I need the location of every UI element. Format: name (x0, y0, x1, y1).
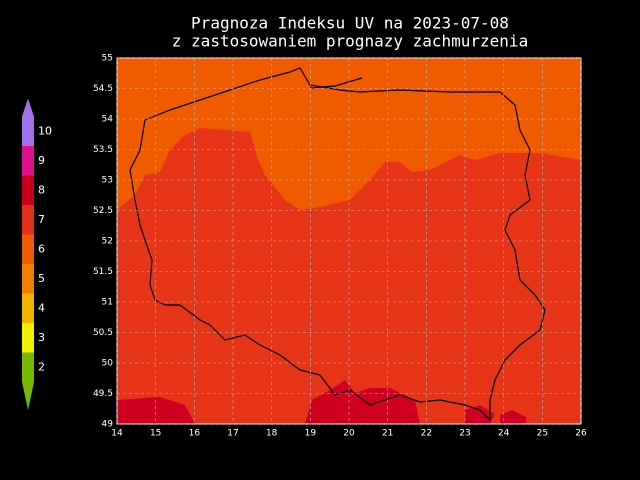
x-tick-label: 20 (343, 429, 355, 439)
colorbar-label: 4 (38, 301, 45, 314)
colorbar-segment (22, 293, 34, 323)
y-tick-label: 50.5 (93, 328, 113, 338)
colorbar-arrow (22, 98, 34, 117)
x-tick-label: 21 (382, 429, 393, 439)
y-tick-label: 51.5 (93, 267, 113, 277)
x-tick-label: 23 (459, 429, 470, 439)
y-tick-label: 53.5 (93, 145, 113, 155)
colorbar-label: 3 (38, 331, 45, 344)
x-tick-label: 24 (498, 429, 510, 439)
x-tick-label: 14 (111, 429, 123, 439)
x-tick-label: 22 (421, 429, 432, 439)
uv-zone-8 (500, 410, 526, 424)
colorbar-label: 8 (38, 183, 45, 196)
colorbar-segment (22, 116, 34, 146)
colorbar-segment (22, 175, 34, 205)
y-tick-label: 54 (102, 115, 114, 125)
uv-zone-8 (305, 380, 420, 424)
colorbar-segment (22, 205, 34, 235)
colorbar-label: 2 (38, 360, 45, 373)
colorbar-label: 5 (38, 272, 45, 285)
colorbar-segment (22, 352, 34, 382)
x-tick-label: 19 (305, 429, 317, 439)
colorbar-label: 6 (38, 242, 45, 255)
uv-zone-8 (117, 397, 195, 424)
y-tick-label: 52.5 (93, 206, 113, 216)
colorbar-segment (22, 323, 34, 353)
colorbar-label: 7 (38, 213, 45, 226)
y-tick-label: 50 (102, 359, 114, 369)
chart-subtitle: z zastosowaniem prognazy zachmurzenia (172, 32, 528, 51)
x-tick-label: 16 (189, 429, 201, 439)
x-tick-label: 15 (150, 429, 161, 439)
colorbar-label: 9 (38, 154, 45, 167)
y-tick-label: 51 (102, 298, 113, 308)
x-tick-label: 17 (227, 429, 238, 439)
x-tick-label: 25 (537, 429, 548, 439)
country-border (129, 67, 546, 422)
x-tick-label: 18 (266, 429, 278, 439)
y-tick-label: 55 (102, 54, 113, 64)
y-tick-label: 52 (102, 237, 113, 247)
colorbar-segment (22, 234, 34, 264)
x-tick-label: 26 (575, 429, 587, 439)
y-tick-label: 49 (102, 420, 114, 430)
colorbar-label: 10 (38, 124, 52, 137)
y-tick-label: 53 (102, 176, 113, 186)
colorbar-segment (22, 264, 34, 294)
coast-spit (309, 77, 363, 89)
colorbar-segment (22, 146, 34, 176)
uv-zone-8 (465, 405, 495, 424)
y-tick-label: 54.5 (93, 84, 113, 94)
chart-title: Pragnoza Indeksu UV na 2023-07-08 (191, 14, 509, 33)
y-tick-label: 49.5 (93, 389, 113, 399)
colorbar-arrow (22, 382, 34, 410)
